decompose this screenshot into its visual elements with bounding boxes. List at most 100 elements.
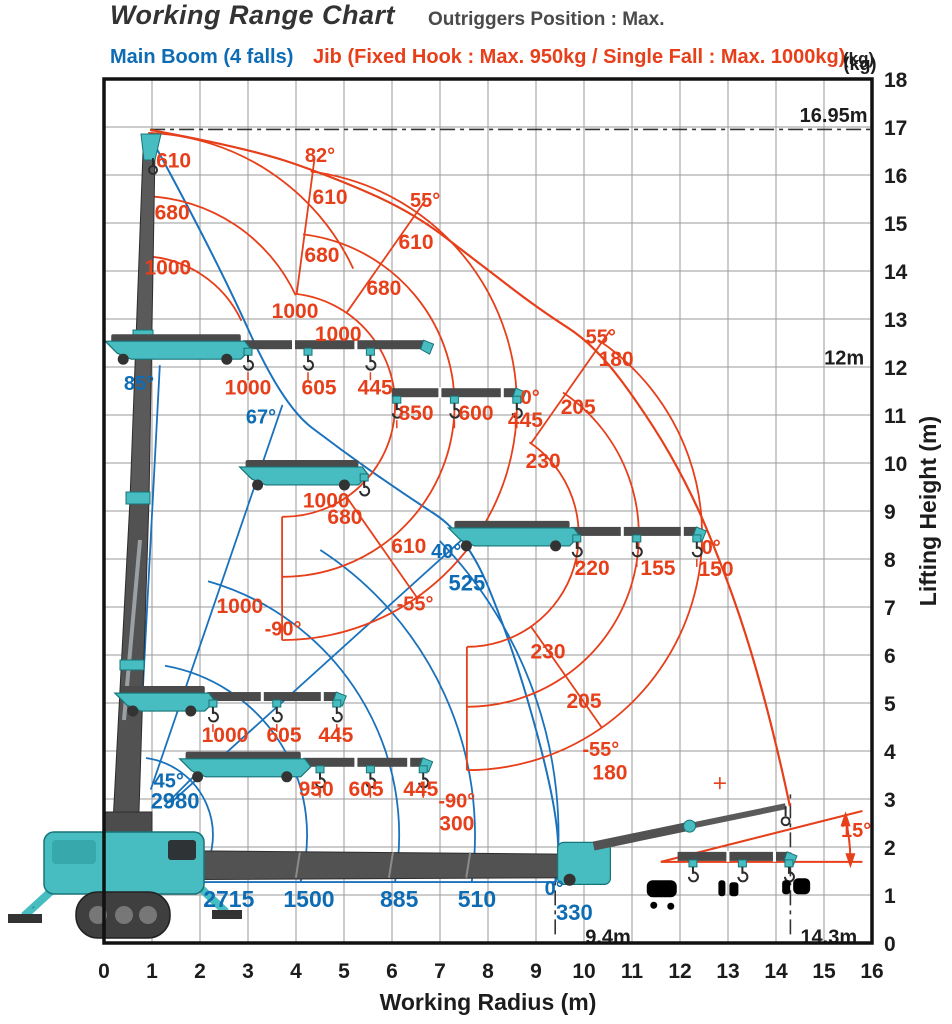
svg-text:1000: 1000: [272, 300, 319, 323]
svg-text:3: 3: [884, 789, 896, 812]
svg-text:5: 5: [884, 693, 896, 716]
svg-text:605: 605: [349, 778, 384, 801]
svg-text:12: 12: [884, 357, 907, 380]
svg-text:885: 885: [380, 886, 419, 912]
svg-text:510: 510: [458, 886, 496, 912]
svg-text:220: 220: [575, 557, 610, 580]
svg-text:15: 15: [884, 213, 908, 236]
svg-text:1: 1: [884, 885, 896, 908]
svg-text:16.95m: 16.95m: [800, 105, 868, 127]
svg-text:525: 525: [449, 570, 486, 595]
kg-unit-note: (kg): [844, 54, 877, 74]
svg-text:40°: 40°: [431, 541, 461, 563]
svg-text:9: 9: [884, 501, 896, 524]
svg-text:82°: 82°: [305, 145, 335, 167]
svg-text:17: 17: [884, 117, 907, 140]
svg-text:7: 7: [434, 960, 446, 983]
svg-text:610: 610: [391, 535, 426, 558]
horizontal-boom-illustration: [139, 841, 611, 886]
svg-text:-55°: -55°: [582, 739, 619, 761]
svg-text:16: 16: [860, 960, 883, 983]
svg-text:14: 14: [884, 261, 908, 284]
svg-text:230: 230: [526, 450, 561, 473]
svg-text:2715: 2715: [203, 886, 254, 912]
legend-kg-unit: (kg): [843, 49, 875, 68]
svg-text:0: 0: [884, 933, 896, 956]
boom-67-jib-row: [391, 387, 527, 429]
svg-text:1000: 1000: [303, 489, 350, 512]
svg-text:605: 605: [302, 377, 337, 400]
boom-0-jib-row: [677, 850, 798, 883]
svg-text:10: 10: [884, 453, 907, 476]
svg-text:85°: 85°: [124, 373, 154, 395]
svg-text:6: 6: [884, 645, 896, 668]
svg-text:4: 4: [884, 741, 896, 764]
svg-text:1000: 1000: [315, 323, 362, 346]
svg-text:1000: 1000: [225, 377, 272, 400]
svg-text:610: 610: [313, 186, 348, 209]
svg-text:950: 950: [299, 778, 334, 801]
svg-text:2: 2: [194, 960, 206, 983]
svg-text:150: 150: [698, 558, 733, 581]
svg-text:7: 7: [884, 597, 896, 620]
svg-text:1500: 1500: [283, 886, 334, 912]
svg-text:45°: 45°: [154, 770, 184, 792]
legend-jib: Jib (Fixed Hook : Max. 950kg / Single Fa…: [313, 46, 846, 68]
svg-text:680: 680: [366, 277, 401, 300]
svg-text:2980: 2980: [151, 788, 200, 813]
svg-text:12: 12: [668, 960, 691, 983]
svg-text:1: 1: [146, 960, 158, 983]
y-axis-title: Lifting Height (m): [915, 416, 941, 606]
svg-text:1000: 1000: [202, 724, 249, 747]
svg-text:180: 180: [599, 348, 634, 371]
svg-text:10: 10: [572, 960, 595, 983]
svg-text:18: 18: [884, 69, 908, 92]
x-axis-title: Working Radius (m): [380, 989, 597, 1015]
svg-text:15°: 15°: [841, 820, 871, 842]
svg-text:5: 5: [338, 960, 350, 983]
legend: Main Boom (4 falls) Jib (Fixed Hook : Ma…: [0, 46, 952, 72]
svg-text:-55°: -55°: [397, 594, 434, 616]
svg-text:155: 155: [640, 557, 675, 580]
svg-text:9.4m: 9.4m: [585, 926, 631, 948]
svg-text:2: 2: [884, 837, 896, 860]
svg-text:680: 680: [327, 506, 362, 529]
svg-text:8: 8: [482, 960, 494, 983]
svg-text:1000: 1000: [144, 257, 191, 280]
svg-text:13: 13: [716, 960, 739, 983]
svg-text:15: 15: [812, 960, 836, 983]
plot-border: [102, 77, 874, 945]
svg-text:445: 445: [508, 409, 543, 432]
page-subtitle: Outriggers Position : Max.: [428, 9, 665, 30]
svg-text:0°: 0°: [521, 387, 540, 409]
svg-text:0: 0: [98, 960, 110, 983]
svg-text:600: 600: [458, 402, 493, 425]
page-title: Working Range Chart: [110, 0, 396, 30]
svg-text:180: 180: [592, 762, 627, 785]
svg-text:445: 445: [358, 377, 393, 400]
svg-text:205: 205: [561, 396, 596, 419]
boom-67-head: [238, 459, 371, 497]
jib-curves: [143, 128, 791, 807]
svg-text:680: 680: [304, 244, 339, 267]
svg-text:205: 205: [566, 690, 601, 713]
svg-text:330: 330: [556, 900, 593, 925]
boom-high-jib-row: [113, 686, 347, 733]
svg-text:1000: 1000: [216, 595, 263, 618]
jib-capacity-labels: 610680100082°610680100055°61068010001000…: [144, 145, 733, 836]
inclined-jib-illustration: [592, 803, 791, 851]
svg-text:11: 11: [884, 405, 907, 428]
svg-text:-90°: -90°: [438, 790, 475, 812]
crane-base-illustration: [8, 811, 242, 939]
svg-text:610: 610: [398, 231, 433, 254]
svg-text:300: 300: [439, 812, 474, 835]
svg-text:67°: 67°: [246, 406, 276, 428]
boom-45-jib-row: [178, 751, 434, 798]
svg-text:445: 445: [318, 724, 353, 747]
axis-labels: 0 1 2 3 4 5 6 7 8 9 10 11 12 13 14 15 160123456789101112…: [98, 54, 941, 1015]
vertical-boom-illustration: [111, 133, 162, 843]
svg-text:3: 3: [242, 960, 254, 983]
crane-illustrations: [8, 133, 798, 939]
